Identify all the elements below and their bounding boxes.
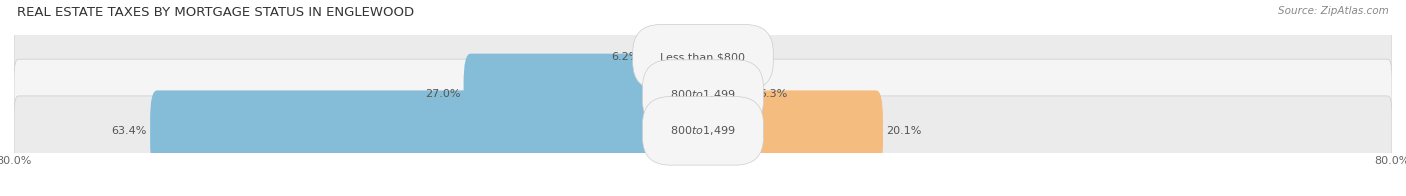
FancyBboxPatch shape <box>14 59 1392 129</box>
FancyBboxPatch shape <box>14 22 1392 92</box>
FancyBboxPatch shape <box>696 54 755 134</box>
Text: 6.2%: 6.2% <box>610 52 640 62</box>
FancyBboxPatch shape <box>150 90 710 171</box>
Text: 20.1%: 20.1% <box>886 126 922 136</box>
FancyBboxPatch shape <box>464 54 710 134</box>
FancyBboxPatch shape <box>14 96 1392 166</box>
Text: $800 to $1,499: $800 to $1,499 <box>671 124 735 137</box>
Text: 27.0%: 27.0% <box>425 89 460 99</box>
FancyBboxPatch shape <box>643 17 710 98</box>
Text: 2.0%: 2.0% <box>731 52 759 62</box>
Text: Less than $800: Less than $800 <box>661 52 745 62</box>
Text: REAL ESTATE TAXES BY MORTGAGE STATUS IN ENGLEWOOD: REAL ESTATE TAXES BY MORTGAGE STATUS IN … <box>17 6 413 19</box>
FancyBboxPatch shape <box>696 17 727 98</box>
FancyBboxPatch shape <box>696 90 883 171</box>
Text: $800 to $1,499: $800 to $1,499 <box>671 88 735 101</box>
Text: Source: ZipAtlas.com: Source: ZipAtlas.com <box>1278 6 1389 16</box>
Text: 63.4%: 63.4% <box>111 126 146 136</box>
Text: 5.3%: 5.3% <box>759 89 787 99</box>
